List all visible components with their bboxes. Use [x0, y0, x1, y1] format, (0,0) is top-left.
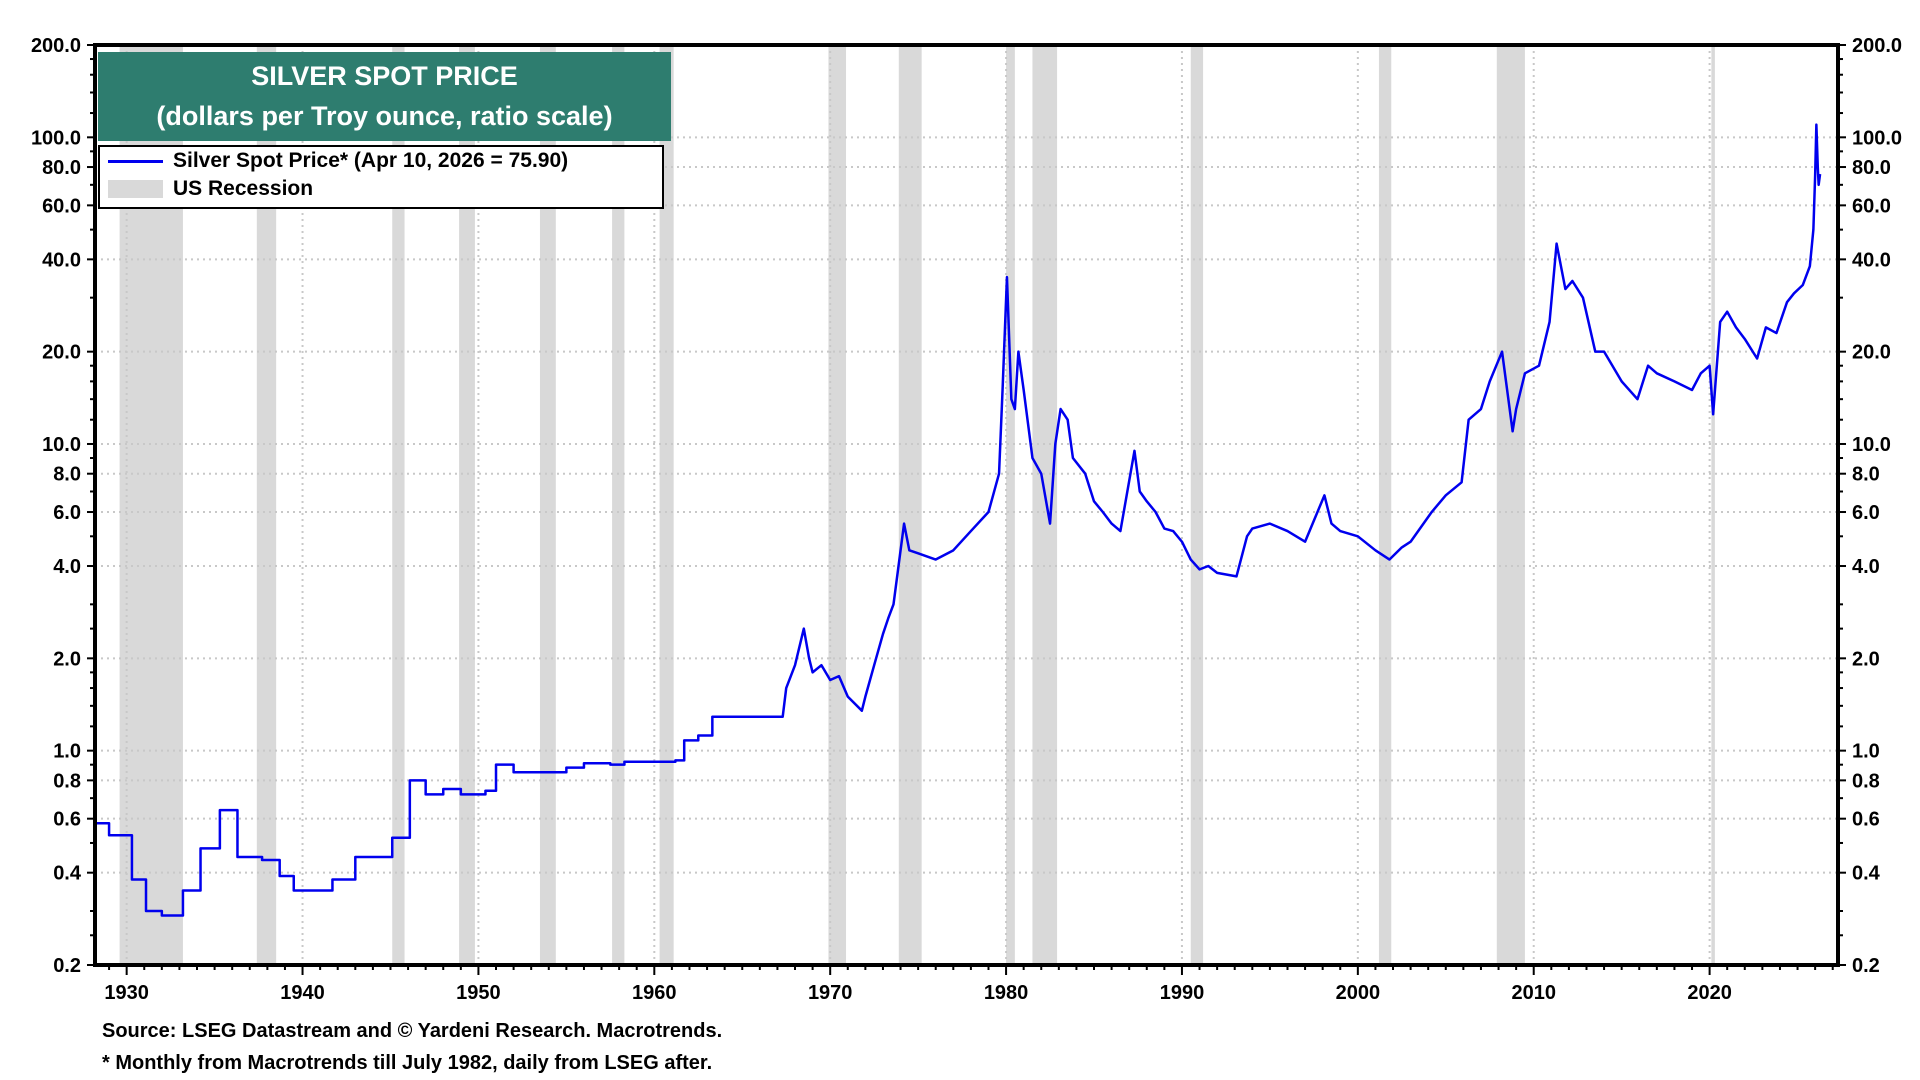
recession-band [1190, 45, 1204, 965]
y-tick-label-left: 0.4 [53, 863, 82, 885]
recession-band [659, 45, 674, 965]
recession-band [612, 45, 625, 965]
y-tick-label-left: 6.0 [53, 502, 81, 524]
y-tick-label-left: 80.0 [42, 157, 81, 179]
y-tick-label-right: 200.0 [1852, 35, 1902, 57]
recession-band [256, 45, 277, 965]
x-tick-label: 1950 [456, 982, 501, 1004]
x-tick-label: 1990 [1160, 982, 1205, 1004]
x-tick-label: 1940 [280, 982, 325, 1004]
chart-title-box: SILVER SPOT PRICE (dollars per Troy ounc… [98, 52, 671, 141]
y-tick-label-right: 0.4 [1852, 863, 1881, 885]
x-tick-label: 2010 [1511, 982, 1556, 1004]
recession-band [898, 45, 922, 965]
y-tick-label-left: 2.0 [53, 648, 81, 670]
y-tick-label-right: 100.0 [1852, 127, 1902, 149]
recession-band [1032, 45, 1058, 965]
y-tick-label-left: 4.0 [53, 556, 81, 578]
recession-band [392, 45, 405, 965]
y-tick-label-right: 0.6 [1852, 809, 1880, 831]
plot-frame [93, 43, 1840, 967]
legend-label-recession: US Recession [173, 177, 314, 200]
x-tick-label: 1960 [632, 982, 677, 1004]
x-tick-label: 2020 [1687, 982, 1732, 1004]
y-tick-label-right: 40.0 [1852, 249, 1891, 271]
legend-recession-swatch [108, 180, 163, 198]
recession-band [459, 45, 475, 965]
recession-band [828, 45, 847, 965]
y-tick-label-left: 100.0 [31, 127, 81, 149]
y-tick-label-left: 8.0 [53, 464, 81, 486]
y-tick-label-right: 6.0 [1852, 502, 1880, 524]
y-tick-label-left: 10.0 [42, 434, 81, 456]
x-tick-label: 1980 [984, 982, 1029, 1004]
recession-band [1006, 45, 1015, 965]
y-tick-label-right: 0.8 [1852, 770, 1880, 792]
y-tick-label-left: 0.8 [53, 770, 81, 792]
y-tick-label-left: 40.0 [42, 249, 81, 271]
y-tick-label-right: 4.0 [1852, 556, 1880, 578]
chart-subtitle: (dollars per Troy ounce, ratio scale) [156, 101, 613, 131]
footnote: * Monthly from Macrotrends till July 198… [102, 1052, 713, 1074]
y-tick-label-right: 1.0 [1852, 741, 1880, 763]
x-tick-label: 2000 [1336, 982, 1381, 1004]
recession-band [1711, 45, 1715, 965]
y-tick-label-right: 0.2 [1852, 955, 1880, 977]
x-tick-label: 1970 [808, 982, 853, 1004]
y-tick-label-right: 60.0 [1852, 195, 1891, 217]
recession-band [1496, 45, 1525, 965]
x-tick-label: 1930 [104, 982, 149, 1004]
legend: Silver Spot Price* (Apr 10, 2026 = 75.90… [98, 145, 664, 209]
legend-item-series: Silver Spot Price* (Apr 10, 2026 = 75.90… [100, 147, 662, 175]
y-tick-label-right: 2.0 [1852, 648, 1880, 670]
recession-band [1378, 45, 1392, 965]
legend-label-series: Silver Spot Price* (Apr 10, 2026 = 75.90… [173, 149, 569, 172]
y-tick-label-right: 80.0 [1852, 157, 1891, 179]
legend-line-swatch [108, 159, 163, 163]
chart-title: SILVER SPOT PRICE [251, 61, 518, 91]
series-line-silver-spot-price [95, 123, 1822, 917]
y-tick-label-right: 8.0 [1852, 464, 1880, 486]
source-note: Source: LSEG Datastream and © Yardeni Re… [102, 1020, 723, 1042]
y-tick-label-left: 200.0 [31, 35, 81, 57]
y-tick-label-right: 10.0 [1852, 434, 1891, 456]
legend-item-recession: US Recession [100, 175, 662, 203]
y-tick-label-left: 0.2 [53, 955, 81, 977]
y-tick-label-left: 0.6 [53, 809, 81, 831]
y-tick-label-left: 1.0 [53, 741, 81, 763]
y-tick-label-left: 60.0 [42, 195, 81, 217]
recession-band [539, 45, 556, 965]
y-tick-label-right: 20.0 [1852, 342, 1891, 364]
y-tick-label-left: 20.0 [42, 342, 81, 364]
